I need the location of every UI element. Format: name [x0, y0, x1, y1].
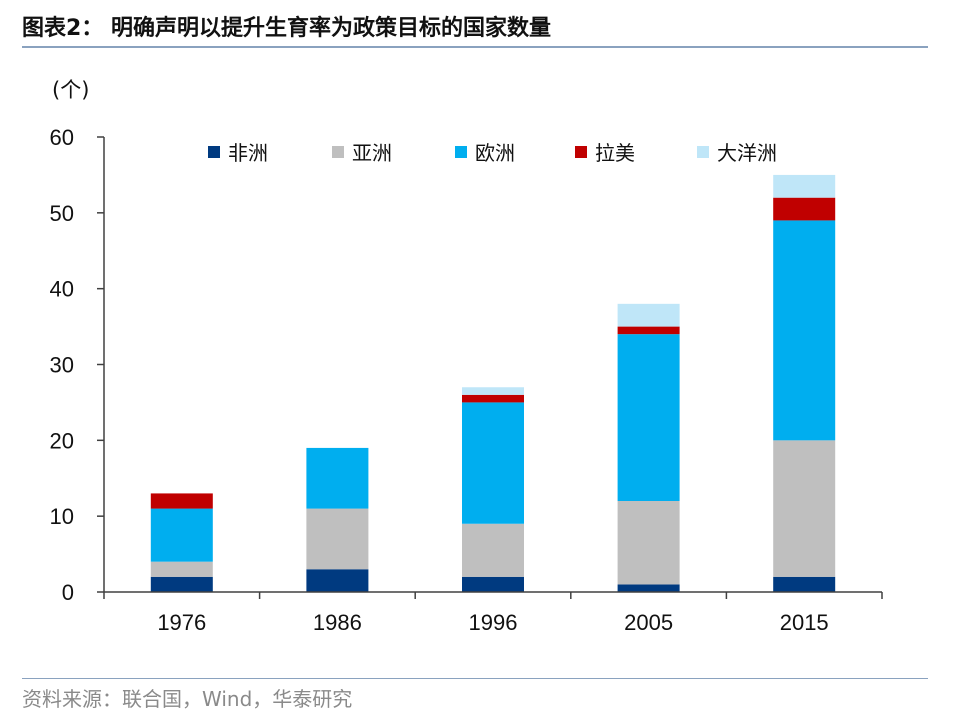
- bar-segment: [306, 447, 369, 509]
- bar-segment: [150, 508, 213, 562]
- bar-segment: [773, 440, 836, 577]
- legend-label: 非洲: [228, 141, 268, 165]
- bar-segment: [617, 326, 680, 335]
- legend-swatch: [208, 146, 220, 158]
- bar-segment: [306, 569, 369, 592]
- bar-segment: [462, 576, 524, 592]
- legend-label: 欧洲: [475, 141, 515, 165]
- x-tick-label: 1996: [469, 610, 518, 635]
- legend-swatch: [332, 146, 344, 158]
- bar-segment: [150, 493, 213, 509]
- bar-segment: [462, 402, 524, 524]
- x-tick-label: 2005: [624, 610, 673, 635]
- legend-label: 拉美: [595, 141, 635, 165]
- bar-segment: [306, 508, 369, 570]
- y-tick-label: 40: [50, 277, 74, 302]
- y-axis-unit-label: (个): [52, 78, 89, 102]
- bar-segment: [462, 387, 524, 395]
- bar-segment: [462, 523, 524, 577]
- y-tick-label: 20: [50, 428, 74, 453]
- bar-segment: [150, 576, 213, 592]
- bar-segment: [617, 303, 680, 327]
- legend-label: 大洋洲: [717, 141, 777, 165]
- y-tick-label: 50: [50, 201, 74, 226]
- bar-segment: [462, 394, 524, 403]
- title-divider: [22, 46, 928, 48]
- bar-segment: [150, 561, 213, 577]
- bar-segment: [773, 220, 836, 441]
- legend-label: 亚洲: [352, 141, 392, 165]
- bar-segment: [773, 576, 836, 592]
- x-tick-label: 2015: [780, 610, 829, 635]
- footer-divider: [22, 678, 928, 679]
- page-title: 图表2： 明确声明以提升生育率为政策目标的国家数量: [22, 16, 551, 41]
- bar-segment: [773, 174, 836, 198]
- legend-swatch: [575, 146, 587, 158]
- legend-swatch: [455, 146, 467, 158]
- bar-segment: [617, 501, 680, 585]
- x-tick-label: 1986: [313, 610, 362, 635]
- y-tick-label: 10: [50, 504, 74, 529]
- y-tick-label: 0: [62, 580, 74, 605]
- y-tick-label: 60: [50, 125, 74, 150]
- bar-segment: [617, 334, 680, 501]
- bar-segment: [617, 584, 680, 592]
- x-tick-label: 1976: [157, 610, 206, 635]
- bar-segment: [773, 197, 836, 221]
- legend-swatch: [697, 146, 709, 158]
- y-tick-label: 30: [50, 353, 74, 378]
- source-note: 资料来源：联合国，Wind，华泰研究: [22, 687, 353, 711]
